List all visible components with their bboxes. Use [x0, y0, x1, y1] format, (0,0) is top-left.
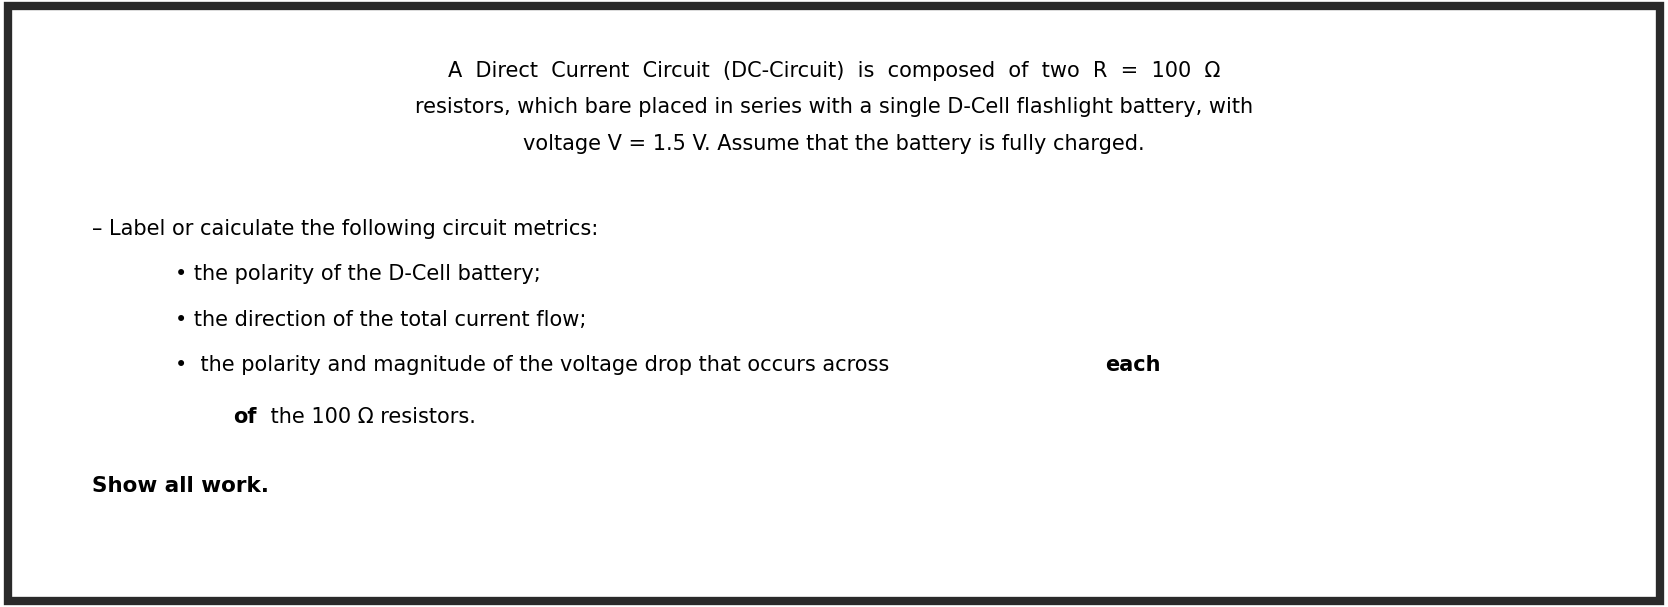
Text: • the direction of the total current flow;: • the direction of the total current flo…: [175, 310, 587, 330]
Text: • the polarity of the D-Cell battery;: • the polarity of the D-Cell battery;: [175, 264, 540, 284]
Text: – Label or caiculate the following circuit metrics:: – Label or caiculate the following circu…: [92, 219, 599, 239]
Text: the 100 Ω resistors.: the 100 Ω resistors.: [264, 407, 475, 427]
Text: resistors, which bare placed in series with a single D-Cell flashlight battery, : resistors, which bare placed in series w…: [415, 97, 1253, 117]
Text: •  the polarity and magnitude of the voltage drop that occurs across: • the polarity and magnitude of the volt…: [175, 355, 896, 375]
Text: Show all work.: Show all work.: [92, 476, 269, 497]
Text: voltage V = 1.5 V. Assume that the battery is fully charged.: voltage V = 1.5 V. Assume that the batte…: [524, 134, 1144, 154]
Text: of: of: [234, 407, 257, 427]
Text: A  Direct  Current  Circuit  (DC-Circuit)  is  composed  of  two  R  =  100  Ω: A Direct Current Circuit (DC-Circuit) is…: [447, 61, 1221, 81]
Text: each: each: [1106, 355, 1161, 375]
